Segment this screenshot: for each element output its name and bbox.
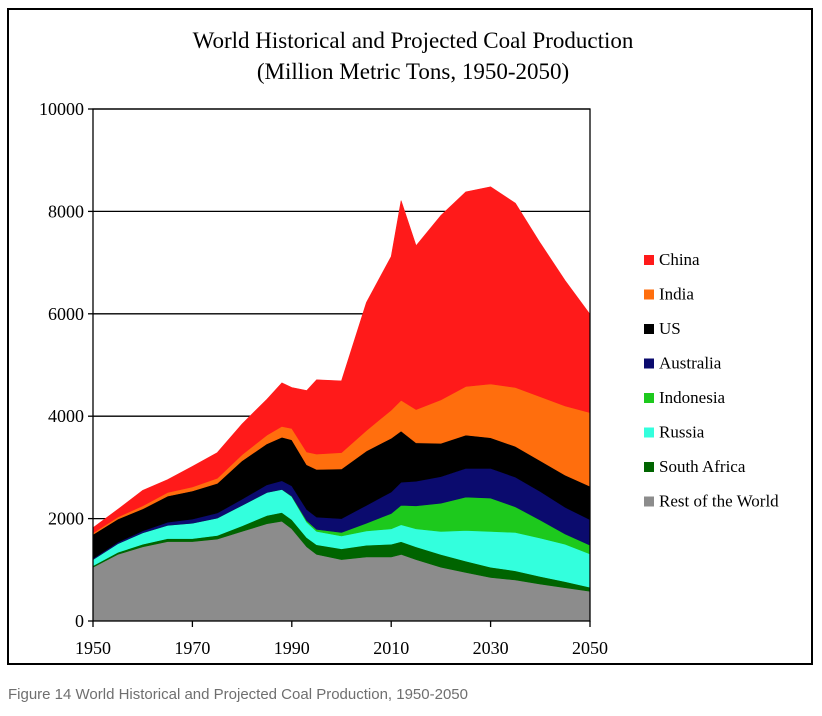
legend-swatch-russia bbox=[644, 427, 654, 438]
legend-label-russia: Russia bbox=[659, 423, 705, 442]
y-tick-label-0: 0 bbox=[75, 611, 84, 631]
legend-swatch-us bbox=[644, 324, 654, 334]
x-tick-label-1970: 1970 bbox=[174, 638, 210, 658]
legend-swatch-indonesia bbox=[644, 393, 654, 403]
figure-caption: Figure 14 World Historical and Projected… bbox=[8, 686, 468, 703]
chart-subtitle: (Million Metric Tons, 1950-2050) bbox=[257, 59, 569, 84]
x-tick-label-2030: 2030 bbox=[473, 638, 509, 658]
x-tick-label-1990: 1990 bbox=[274, 638, 310, 658]
legend-label-us: US bbox=[659, 319, 681, 338]
x-tick-label-2050: 2050 bbox=[572, 638, 608, 658]
legend-swatch-rest-of-the-world bbox=[644, 496, 654, 507]
y-tick-label-4000: 4000 bbox=[48, 406, 84, 426]
x-tick-label-2010: 2010 bbox=[373, 638, 409, 658]
stacked-areas bbox=[92, 186, 591, 622]
y-tick-label-6000: 6000 bbox=[48, 304, 84, 324]
legend-label-rest-of-the-world: Rest of the World bbox=[659, 492, 779, 511]
legend-swatch-china bbox=[644, 255, 654, 265]
axes: 0 2000 4000 6000 8000 10000 1950 1970 1990 2010 20… bbox=[39, 99, 608, 658]
y-tick-label-10000: 10000 bbox=[39, 99, 84, 119]
legend-label-australia: Australia bbox=[659, 354, 722, 373]
coal-production-chart: World Historical and Projected Coal Prod… bbox=[39, 28, 779, 658]
legend-label-india: India bbox=[659, 285, 694, 304]
plot-border bbox=[92, 108, 591, 622]
legend-swatch-south-africa bbox=[644, 462, 654, 472]
chart-frame: World Historical and Projected Coal Prod… bbox=[7, 8, 813, 665]
x-tick-label-1950: 1950 bbox=[75, 638, 111, 658]
legend-label-indonesia: Indonesia bbox=[659, 388, 726, 407]
legend-label-china: China bbox=[659, 250, 700, 269]
chart-title: World Historical and Projected Coal Prod… bbox=[193, 28, 634, 53]
legend: China India US Australia Indonesia Russia Sout… bbox=[644, 250, 779, 511]
legend-swatch-australia bbox=[644, 358, 654, 369]
y-tick-label-8000: 8000 bbox=[48, 201, 84, 221]
y-tick-label-2000: 2000 bbox=[48, 509, 84, 529]
legend-swatch-india bbox=[644, 289, 654, 300]
legend-label-south-africa: South Africa bbox=[659, 457, 746, 476]
